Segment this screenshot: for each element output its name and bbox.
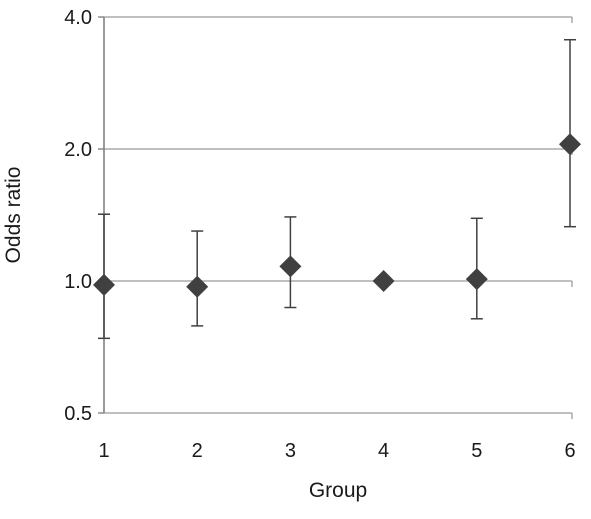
data-point-4 <box>372 270 395 292</box>
x-tick-label-6: 6 <box>564 440 575 462</box>
markers <box>93 133 581 298</box>
y-tick-label-2: 2.0 <box>64 139 92 161</box>
x-tick-label-3: 3 <box>285 440 296 462</box>
x-tick-label-5: 5 <box>471 440 482 462</box>
x-tick-labels: 1 2 3 4 5 6 <box>98 440 575 462</box>
data-point-6 <box>559 133 581 156</box>
data-point-1 <box>93 273 115 296</box>
data-point-3 <box>279 255 302 278</box>
y-tick-labels: 0.5 1.0 2.0 4.0 <box>64 7 92 425</box>
x-tick-label-1: 1 <box>98 440 109 462</box>
axes <box>98 16 105 414</box>
gridlines <box>104 16 573 419</box>
x-axis-title: Group <box>309 479 367 502</box>
x-tick-label-4: 4 <box>378 440 389 462</box>
y-tick-label-1: 1.0 <box>64 271 92 293</box>
y-tick-label-3: 4.0 <box>64 7 92 29</box>
y-axis-title: Odds ratio <box>2 167 25 264</box>
x-tick-label-2: 2 <box>192 440 203 462</box>
data-point-2 <box>186 275 209 298</box>
data-point-5 <box>465 268 488 291</box>
error-bar-group-6 <box>564 38 576 228</box>
y-tick-label-0: 0.5 <box>64 403 92 425</box>
error-bars <box>98 38 576 340</box>
